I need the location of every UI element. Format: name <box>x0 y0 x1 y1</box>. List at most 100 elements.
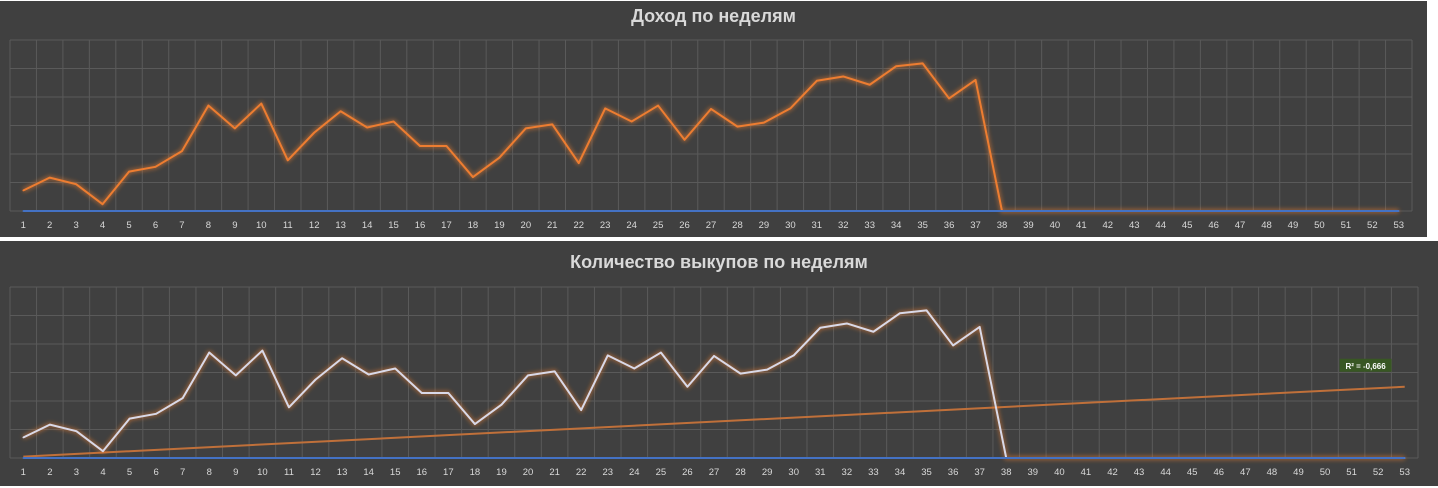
series-1 <box>22 210 1400 212</box>
data-point <box>868 83 871 86</box>
x-tick-label: 26 <box>682 467 693 478</box>
series-glow <box>22 308 1405 460</box>
x-tick-label: 38 <box>1001 467 1012 478</box>
x-tick-label: 43 <box>1134 467 1145 478</box>
data-point <box>551 123 554 126</box>
data-point <box>155 457 157 459</box>
data-point <box>792 457 795 459</box>
data-point <box>286 210 289 212</box>
x-tick-label: 22 <box>576 467 587 478</box>
data-point <box>1377 457 1379 459</box>
x-tick-label: 4 <box>100 467 105 478</box>
data-point <box>978 457 981 459</box>
data-point <box>525 210 527 212</box>
data-point <box>313 131 316 134</box>
data-point <box>1217 457 1220 459</box>
data-point <box>474 423 476 425</box>
data-point <box>1164 457 1167 459</box>
data-point <box>1133 210 1136 212</box>
x-tick-label: 9 <box>232 220 237 231</box>
data-point <box>48 176 51 179</box>
data-point <box>868 210 871 212</box>
x-tick-label: 8 <box>206 220 211 231</box>
chart-title: Доход по неделям <box>631 6 796 26</box>
data-point <box>1318 210 1321 212</box>
data-point <box>952 344 954 347</box>
data-point <box>49 423 51 426</box>
data-point <box>899 312 901 315</box>
x-tick-label: 51 <box>1341 220 1352 231</box>
x-tick-label: 20 <box>523 467 534 478</box>
x-tick-label: 44 <box>1160 467 1171 478</box>
x-tick-label: 25 <box>653 220 664 231</box>
series-0 <box>22 308 1406 460</box>
data-point <box>366 210 368 212</box>
data-point <box>49 457 51 459</box>
data-point <box>895 210 897 212</box>
series-1 <box>22 457 1406 459</box>
data-point <box>286 159 289 162</box>
x-tick-label: 6 <box>153 220 158 231</box>
data-point <box>925 457 928 459</box>
data-point <box>872 457 875 459</box>
x-tick-label: 1 <box>21 220 26 231</box>
data-point <box>367 457 370 459</box>
data-point <box>1159 210 1162 212</box>
data-point <box>842 75 845 78</box>
data-point <box>921 210 924 212</box>
x-tick-label: 49 <box>1288 220 1299 231</box>
data-point <box>472 210 474 212</box>
data-point <box>766 457 768 459</box>
data-point <box>577 162 580 164</box>
data-point <box>447 392 450 394</box>
x-tick-label: 10 <box>256 220 267 231</box>
data-point <box>75 210 77 212</box>
gridlines <box>9 286 1419 459</box>
data-point <box>208 457 211 459</box>
x-tick-label: 12 <box>310 467 321 478</box>
x-tick-label: 40 <box>1054 467 1065 478</box>
x-tick-label: 13 <box>335 220 346 231</box>
x-tick-label: 31 <box>815 467 826 478</box>
data-point <box>1403 457 1406 459</box>
x-tick-label: 30 <box>785 220 796 231</box>
data-point <box>1371 210 1374 212</box>
data-point <box>367 373 370 376</box>
data-point <box>683 138 686 141</box>
data-point <box>553 457 556 459</box>
data-point <box>207 210 210 212</box>
data-point <box>500 457 503 459</box>
x-tick-label: 31 <box>812 220 823 231</box>
data-point <box>1005 457 1008 459</box>
x-tick-label: 17 <box>443 467 454 478</box>
data-point <box>22 436 25 439</box>
x-tick-label: 3 <box>73 220 78 231</box>
data-point <box>657 210 659 212</box>
data-point <box>1058 457 1061 459</box>
data-point <box>128 210 130 212</box>
x-tick-label: 1 <box>21 467 26 478</box>
x-tick-label: 45 <box>1182 220 1193 231</box>
x-tick-label: 42 <box>1107 467 1118 478</box>
x-tick-label: 27 <box>706 220 717 231</box>
data-point <box>846 322 848 325</box>
data-point <box>419 210 421 212</box>
x-tick-label: 16 <box>415 220 426 231</box>
x-tick-label: 34 <box>895 467 906 478</box>
data-point <box>420 392 423 394</box>
data-point <box>1212 210 1215 212</box>
chart-title: Количество выкупов по неделям <box>570 252 868 272</box>
data-point <box>1054 210 1056 212</box>
trendline-label-bg <box>1339 358 1392 372</box>
x-tick-label: 4 <box>100 220 105 231</box>
x-tick-label: 43 <box>1129 220 1140 231</box>
data-point <box>313 210 316 212</box>
data-point <box>525 127 527 130</box>
data-point <box>101 210 104 212</box>
data-point <box>181 210 183 212</box>
x-tick-label: 3 <box>74 467 79 478</box>
data-point <box>101 203 104 205</box>
data-point <box>181 150 183 152</box>
x-tick-label: 19 <box>496 467 507 478</box>
